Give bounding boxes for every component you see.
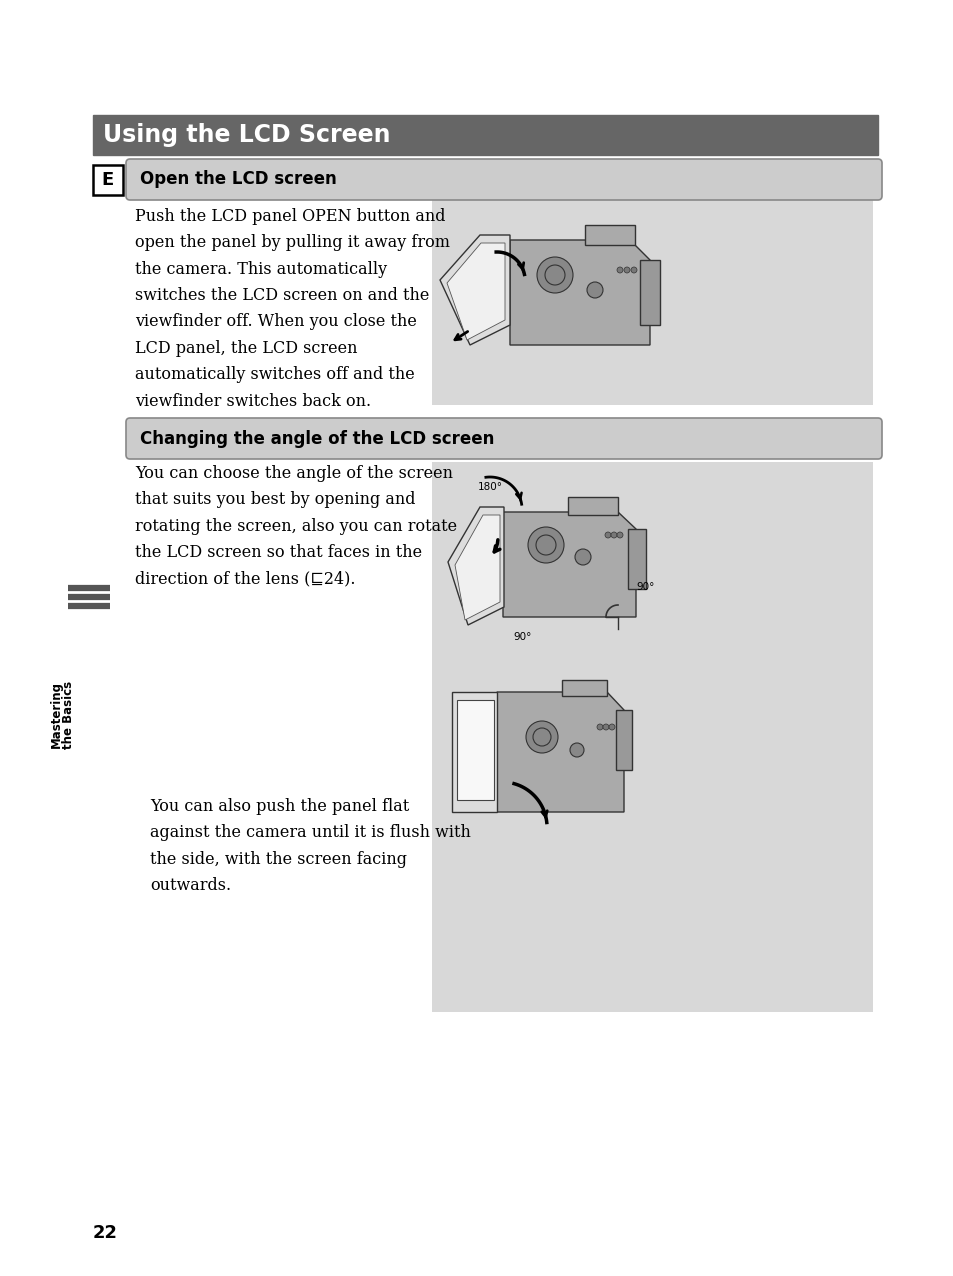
FancyBboxPatch shape [126,419,882,459]
Text: Push the LCD panel OPEN button and
open the panel by pulling it away from
the ca: Push the LCD panel OPEN button and open … [135,208,450,410]
Bar [567,496,618,516]
Polygon shape [447,242,504,339]
Text: the Basics: the Basics [63,681,75,749]
Bar [584,225,635,245]
Circle shape [586,282,602,299]
Polygon shape [452,692,497,812]
Circle shape [610,532,617,538]
Text: You can choose the angle of the screen
that suits you best by opening and
rotati: You can choose the angle of the screen t… [135,464,456,587]
Text: Mastering: Mastering [50,681,63,749]
Polygon shape [455,516,499,620]
Circle shape [533,729,551,746]
Bar [432,462,872,1012]
Text: 180°: 180° [477,482,502,493]
Circle shape [630,267,637,273]
Circle shape [608,723,615,730]
Bar [432,200,872,404]
Circle shape [617,532,622,538]
Bar [92,115,877,154]
Circle shape [527,527,563,563]
Bar [561,680,606,695]
Bar [627,530,645,590]
Circle shape [597,723,602,730]
Text: You can also push the panel flat
against the camera until it is flush with
the s: You can also push the panel flat against… [150,798,471,894]
Bar [639,260,659,325]
Bar [616,709,631,769]
Polygon shape [510,240,649,345]
Text: E: E [102,171,114,189]
Text: 90°: 90° [513,632,531,642]
Circle shape [617,267,622,273]
Text: 90°: 90° [636,582,654,592]
Circle shape [604,532,610,538]
Text: Using the LCD Screen: Using the LCD Screen [103,122,390,147]
Bar [456,701,494,800]
Polygon shape [502,512,636,618]
Circle shape [537,256,573,293]
Circle shape [536,535,556,555]
Polygon shape [497,692,623,812]
Circle shape [544,265,564,285]
Text: 22: 22 [92,1224,118,1242]
Circle shape [569,743,583,757]
Text: Changing the angle of the LCD screen: Changing the angle of the LCD screen [140,430,494,448]
Circle shape [525,721,558,753]
Text: Open the LCD screen: Open the LCD screen [140,171,336,189]
Polygon shape [448,507,503,625]
Bar [92,165,123,195]
Circle shape [623,267,629,273]
Polygon shape [439,235,510,345]
FancyBboxPatch shape [126,160,882,200]
Circle shape [602,723,608,730]
Circle shape [575,549,590,565]
